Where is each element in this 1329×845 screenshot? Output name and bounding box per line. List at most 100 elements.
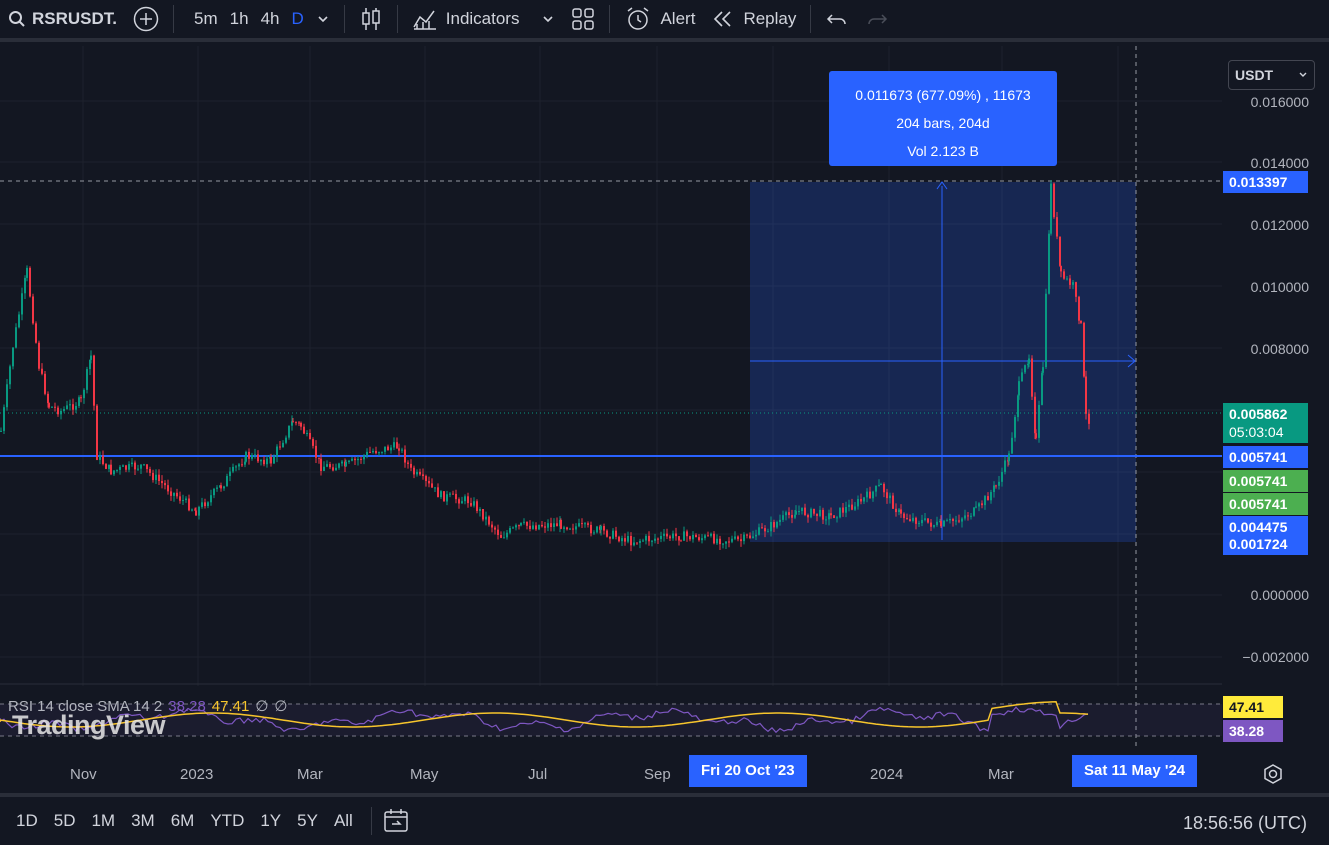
candle-body — [146, 464, 148, 470]
chart-type-button[interactable] — [351, 0, 391, 40]
price-tick: 0.012000 — [1250, 217, 1309, 233]
chart-pane[interactable]: 0.011673 (677.09%) , 11673 204 bars, 204… — [0, 46, 1329, 749]
candle-body — [26, 267, 28, 278]
price-axis[interactable]: 0.016000 0.014000 0.012000 0.010000 0.00… — [1222, 46, 1329, 749]
candle-body — [32, 296, 34, 324]
candle-body — [223, 486, 225, 489]
candle-body — [220, 485, 222, 489]
candle-body — [767, 531, 769, 533]
candle-body — [895, 508, 897, 513]
utc-clock[interactable]: 18:56:56 (UTC) — [1182, 813, 1307, 833]
rewind-icon — [714, 11, 732, 27]
time-label: Jul — [528, 766, 548, 783]
alert-button[interactable]: Alert — [616, 0, 703, 40]
candle-body — [21, 293, 23, 315]
layouts-button[interactable] — [563, 0, 603, 40]
candle-body — [155, 474, 157, 481]
timeframe-5m[interactable]: 5m — [194, 9, 218, 28]
candle-body — [182, 500, 184, 502]
candle-body — [263, 459, 265, 465]
candle-body — [464, 496, 466, 502]
chevron-down-icon[interactable] — [316, 12, 330, 26]
candle-body — [485, 516, 487, 520]
candle-body — [764, 528, 766, 532]
candle-body — [345, 461, 347, 467]
candle-body — [609, 536, 611, 539]
range-6m[interactable]: 6M — [170, 811, 195, 830]
candle-body — [235, 466, 237, 468]
range-5y[interactable]: 5Y — [297, 811, 318, 830]
candle-body — [615, 530, 617, 537]
range-3m[interactable]: 3M — [131, 811, 155, 830]
date-range-group: 1D 5D 1M 3M 6M YTD 1Y 5Y All — [0, 807, 410, 835]
currency-select[interactable]: USDT — [1228, 60, 1315, 90]
candle-body — [506, 532, 508, 538]
price-tick: 0.016000 — [1250, 94, 1309, 110]
time-label: Mar — [297, 766, 323, 783]
candle-body — [621, 538, 623, 542]
candle-body — [630, 535, 632, 546]
timeframe-1h[interactable]: 1h — [229, 9, 249, 28]
candle-body — [410, 463, 412, 468]
candle-body — [329, 464, 331, 468]
candle-body — [515, 525, 517, 528]
candle-body — [990, 492, 992, 501]
candle-body — [627, 535, 629, 542]
candle-body — [437, 487, 439, 498]
tradingview-logo[interactable]: TradingView — [12, 710, 166, 740]
candle-body — [933, 525, 935, 527]
candle-body — [547, 523, 549, 528]
candle-body — [102, 455, 104, 465]
candle-body — [731, 538, 733, 542]
candle-body — [479, 508, 481, 511]
rsi-extra-1: ∅ — [255, 698, 269, 715]
candle-body — [152, 472, 154, 481]
range-1y[interactable]: 1Y — [260, 811, 282, 830]
candle-body — [692, 534, 694, 540]
range-ytd[interactable]: YTD — [210, 811, 245, 830]
candle-body — [1001, 471, 1003, 482]
candle-body — [393, 442, 395, 448]
candle-body — [38, 342, 40, 369]
range-1m[interactable]: 1M — [91, 811, 116, 830]
replay-button[interactable]: Replay — [703, 0, 804, 40]
candle-body — [244, 461, 246, 465]
undo-button[interactable] — [817, 0, 857, 40]
rsi-legend[interactable]: RSI 14 close SMA 14 2 38.28 47.41 ∅ ∅ — [8, 697, 288, 716]
candle-body — [587, 523, 589, 525]
candle-body — [44, 373, 46, 394]
candle-body — [1085, 376, 1087, 414]
time-axis[interactable]: Nov 2023 Mar May Jul Sep 2024 Mar Fri 20… — [0, 749, 1329, 789]
candle-body — [758, 527, 760, 535]
compare-button[interactable] — [125, 0, 167, 40]
measure-volume: Vol 2.123 B — [907, 143, 979, 159]
candle-body — [143, 464, 145, 466]
candle-body — [323, 466, 325, 471]
candle-body — [819, 509, 821, 516]
candle-body — [639, 540, 641, 543]
candle-body — [9, 366, 11, 385]
candle-body — [158, 474, 160, 481]
range-1d[interactable]: 1D — [16, 811, 38, 830]
candle-body — [553, 523, 555, 528]
candle-body — [66, 405, 68, 410]
chevron-down-icon[interactable] — [541, 12, 555, 26]
candle-body — [210, 495, 212, 503]
indicators-button[interactable]: Indicators — [404, 0, 564, 40]
symbol-search[interactable]: RSRUSDT. — [0, 0, 125, 40]
settings-icon[interactable] — [1262, 763, 1284, 785]
candle-body — [140, 464, 142, 469]
redo-button[interactable] — [857, 0, 897, 40]
range-all[interactable]: All — [333, 811, 353, 830]
candle-body — [461, 501, 463, 504]
hline-price-tag: 0.005741 — [1223, 446, 1308, 468]
go-to-date-icon[interactable] — [382, 807, 410, 835]
timeframe-d[interactable]: D — [291, 9, 304, 28]
candle-body — [1028, 358, 1030, 364]
time-label: Nov — [70, 766, 97, 783]
candle-body — [29, 267, 31, 297]
candle-body — [125, 465, 127, 470]
candles-icon — [362, 8, 380, 30]
range-5d[interactable]: 5D — [53, 811, 76, 830]
timeframe-4h[interactable]: 4h — [260, 9, 280, 28]
